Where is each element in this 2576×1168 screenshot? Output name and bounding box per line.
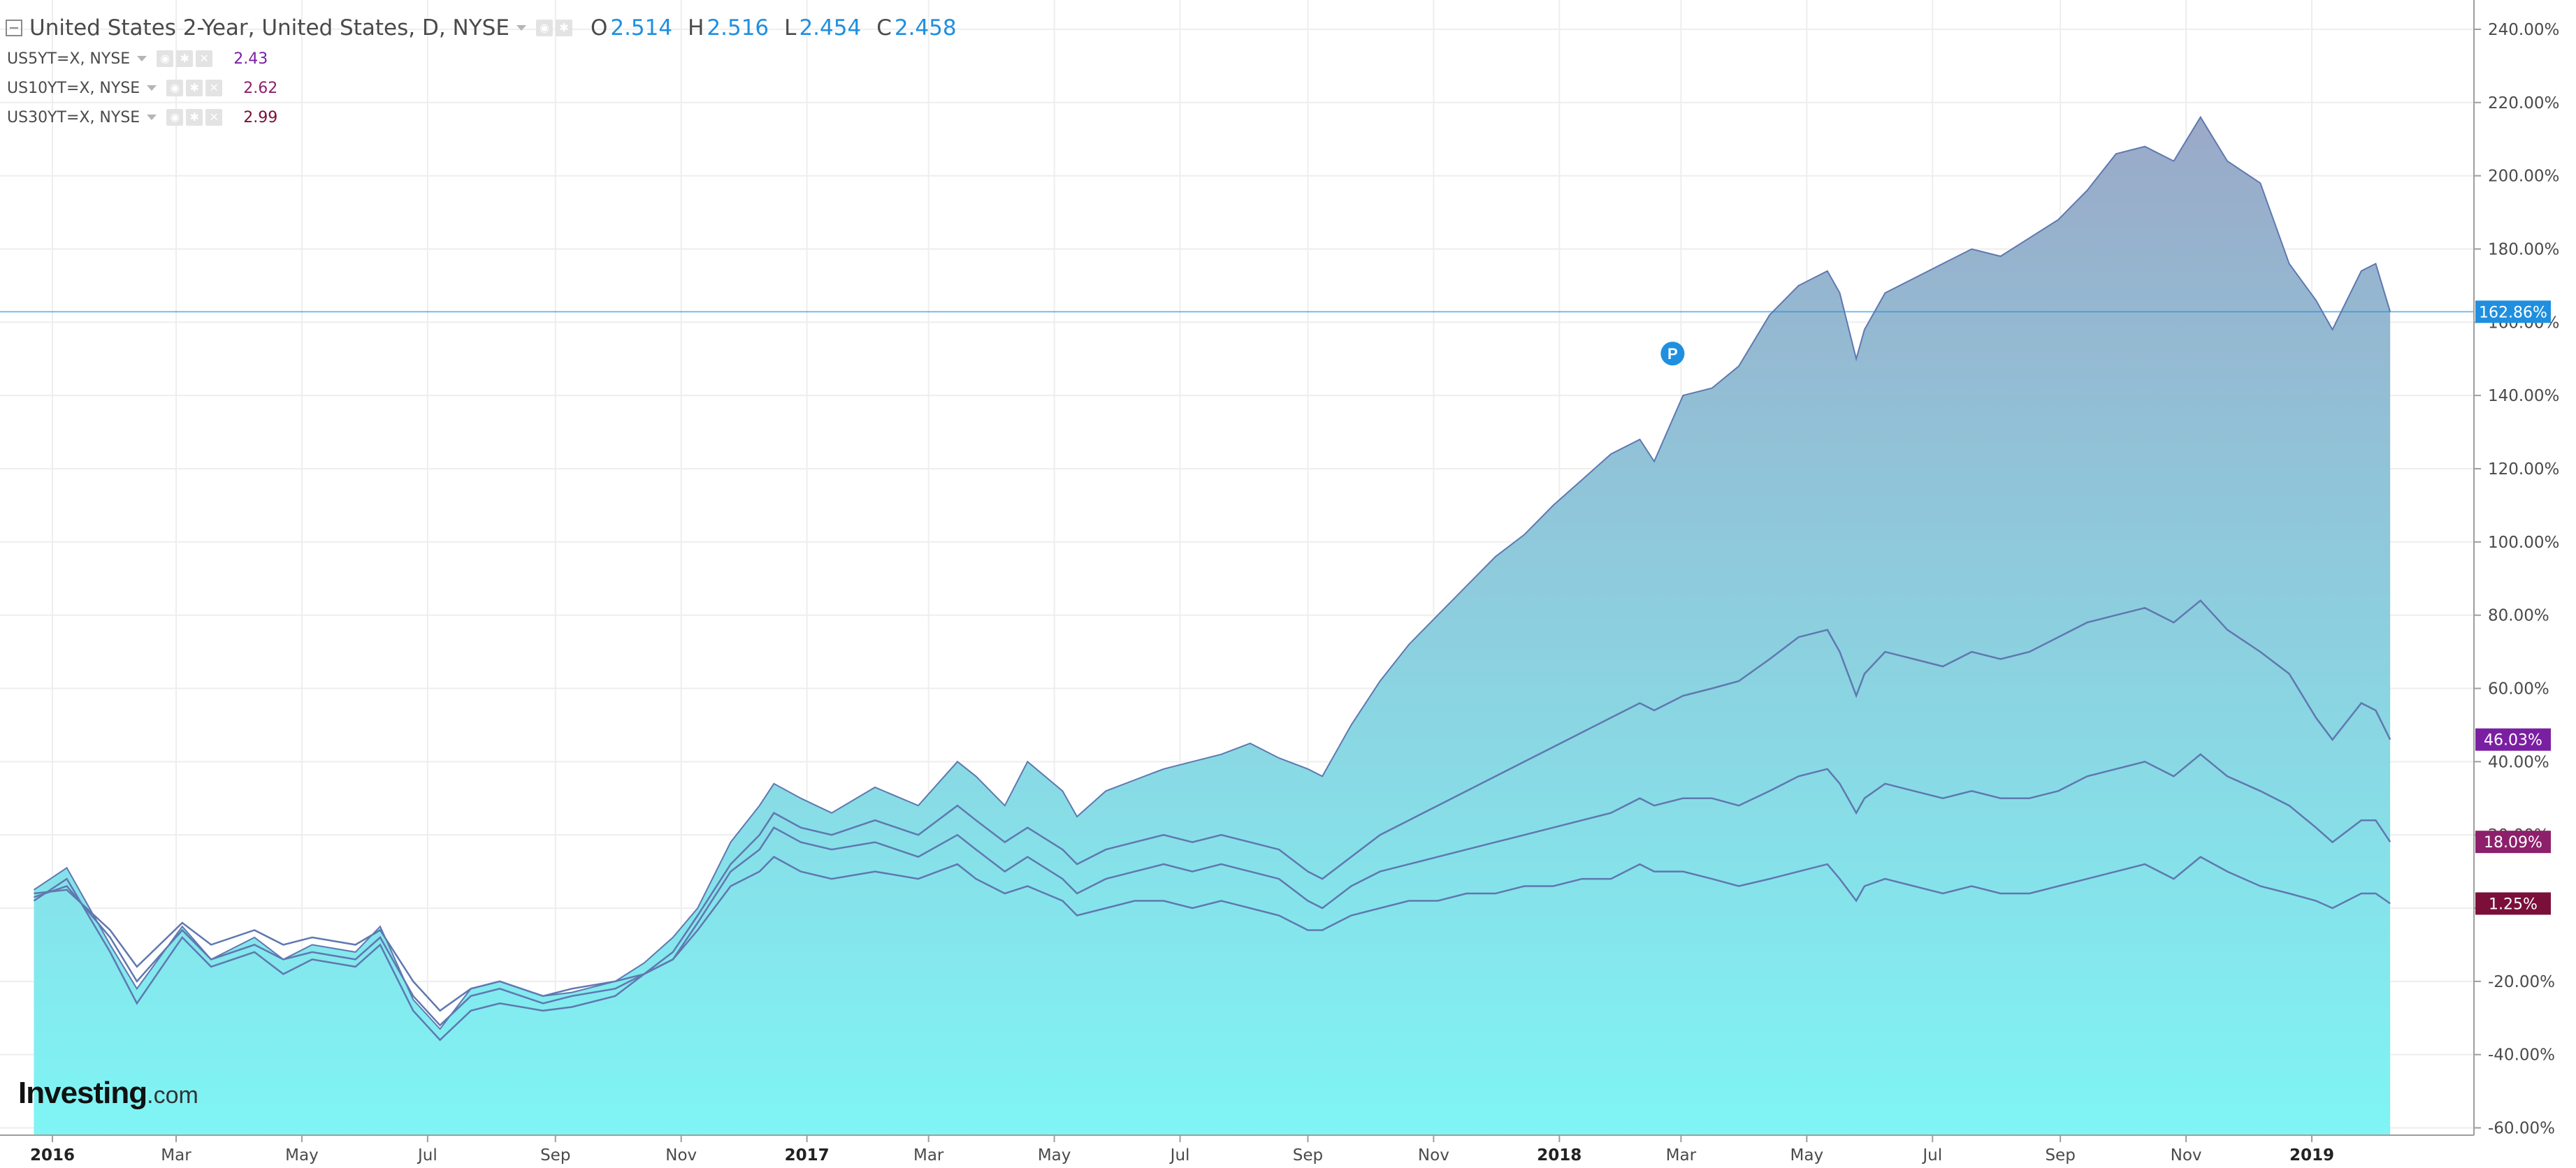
- x-tick-label: May: [1038, 1146, 1071, 1165]
- y-tick-label: 60.00%: [2488, 680, 2549, 698]
- comparison-series-lines: [33, 599, 2392, 1042]
- main-series-legend: United States 2-Year, United States, D, …: [6, 13, 957, 43]
- gear-icon[interactable]: ✱: [186, 80, 203, 96]
- y-axis-tick-labels: 240.00%220.00%200.00%180.00%160.00%140.0…: [2474, 21, 2559, 1138]
- gear-icon[interactable]: ✱: [176, 50, 194, 67]
- x-tick-label: 2016: [30, 1146, 75, 1165]
- open-key: O: [590, 15, 608, 41]
- x-tick-label: 2019: [2289, 1146, 2334, 1165]
- collapse-icon[interactable]: [6, 20, 22, 36]
- last-value-badge: [2475, 728, 2551, 751]
- eye-icon[interactable]: ◉: [157, 50, 174, 67]
- x-tick-label: Mar: [1666, 1146, 1697, 1165]
- y-tick-label: -60.00%: [2488, 1120, 2555, 1138]
- series-line-us5y: [33, 599, 2392, 1042]
- eye-icon[interactable]: ◉: [535, 20, 553, 36]
- x-tick-label: Sep: [2045, 1146, 2075, 1165]
- gear-icon[interactable]: ✱: [555, 20, 572, 36]
- last-value-badge: [2475, 892, 2551, 915]
- main-series-title[interactable]: United States 2-Year, United States, D, …: [29, 15, 509, 41]
- last-value-label: 18.09%: [2484, 834, 2542, 852]
- x-axis-tick-labels: 2016 Mar May Jul Sep Nov 2017 Mar May Jul Sep Nov 20…: [30, 1135, 2334, 1165]
- close-key: C: [876, 15, 892, 41]
- x-tick-label: Nov: [1418, 1146, 1449, 1165]
- x-tick-label: Sep: [1293, 1146, 1323, 1165]
- x-tick-label: Jul: [417, 1146, 437, 1165]
- y-tick-label: -40.00%: [2488, 1046, 2555, 1065]
- chevron-down-icon[interactable]: [147, 115, 157, 120]
- legend-row-value: 2.62: [243, 79, 278, 97]
- series-line-us30y: [34, 856, 2391, 1012]
- y-tick-label: 40.00%: [2488, 753, 2549, 771]
- y-tick-label: 140.00%: [2488, 387, 2559, 405]
- x-tick-label: 2018: [1537, 1146, 1582, 1165]
- logo-text: Investing: [18, 1076, 147, 1110]
- legend-row-label[interactable]: US5YT=X, NYSE: [7, 50, 131, 68]
- last-value-labels: 162.86% 46.03% 18.09% 1.25%: [2475, 300, 2551, 915]
- p-marker[interactable]: P: [1660, 342, 1685, 366]
- series-line-us10y: [34, 753, 2392, 1027]
- x-tick-label: Sep: [540, 1146, 570, 1165]
- chevron-down-icon[interactable]: [516, 25, 526, 31]
- close-icon[interactable]: ✕: [205, 109, 223, 126]
- x-tick-label: Jul: [1169, 1146, 1190, 1165]
- eye-icon[interactable]: ◉: [166, 80, 184, 96]
- close-value: 2.458: [894, 15, 957, 41]
- last-value-label: 1.25%: [2489, 896, 2538, 913]
- logo-suffix: .com: [147, 1082, 198, 1109]
- last-value-label: 46.03%: [2484, 732, 2542, 750]
- chevron-down-icon[interactable]: [147, 85, 157, 91]
- series-area-us2y: [34, 117, 2391, 1136]
- y-tick-label: 120.00%: [2488, 460, 2559, 479]
- y-tick-label: -20.00%: [2488, 973, 2555, 991]
- y-tick-label: 100.00%: [2488, 534, 2559, 552]
- close-icon[interactable]: ✕: [196, 50, 213, 67]
- legend-row-us10yt: US10YT=X, NYSE ◉ ✱ ✕ 2.62: [7, 74, 277, 102]
- marker-circle[interactable]: [1660, 342, 1685, 366]
- x-tick-label: 2017: [785, 1146, 830, 1165]
- x-tick-label: Nov: [665, 1146, 697, 1165]
- legend-row-label[interactable]: US10YT=X, NYSE: [7, 79, 140, 97]
- x-tick-label: May: [1790, 1146, 1824, 1165]
- gear-icon[interactable]: ✱: [186, 109, 203, 126]
- legend-row-us5yt: US5YT=X, NYSE ◉ ✱ ✕ 2.43: [7, 45, 268, 73]
- marker-letter[interactable]: P: [1667, 345, 1678, 363]
- legend-row-value: 2.43: [233, 50, 268, 68]
- x-tick-label: May: [285, 1146, 319, 1165]
- last-value-badge: [2475, 300, 2551, 323]
- low-key: L: [784, 15, 797, 41]
- high-key: H: [688, 15, 704, 41]
- y-tick-label: 180.00%: [2488, 240, 2559, 258]
- last-value-label: 162.86%: [2479, 304, 2547, 321]
- open-value: 2.514: [610, 15, 673, 41]
- x-tick-label: Jul: [1921, 1146, 1942, 1165]
- y-tick-label: 220.00%: [2488, 94, 2559, 112]
- legend-row-us30yt: US30YT=X, NYSE ◉ ✱ ✕ 2.99: [7, 103, 277, 131]
- x-tick-label: Mar: [161, 1146, 191, 1165]
- close-icon[interactable]: ✕: [205, 80, 223, 96]
- x-tick-label: Nov: [2171, 1146, 2202, 1165]
- y-tick-label: 200.00%: [2488, 168, 2559, 186]
- low-value: 2.454: [799, 15, 862, 41]
- legend-row-value: 2.99: [243, 108, 278, 126]
- chevron-down-icon[interactable]: [137, 56, 147, 61]
- x-tick-label: Mar: [913, 1146, 944, 1165]
- high-value: 2.516: [707, 15, 769, 41]
- last-value-badge: [2475, 831, 2551, 854]
- eye-icon[interactable]: ◉: [166, 109, 184, 126]
- legend-row-label[interactable]: US30YT=X, NYSE: [7, 108, 140, 126]
- investing-logo: Investing .com: [18, 1076, 198, 1111]
- y-tick-label: 240.00%: [2488, 21, 2559, 39]
- y-tick-label: 80.00%: [2488, 607, 2549, 625]
